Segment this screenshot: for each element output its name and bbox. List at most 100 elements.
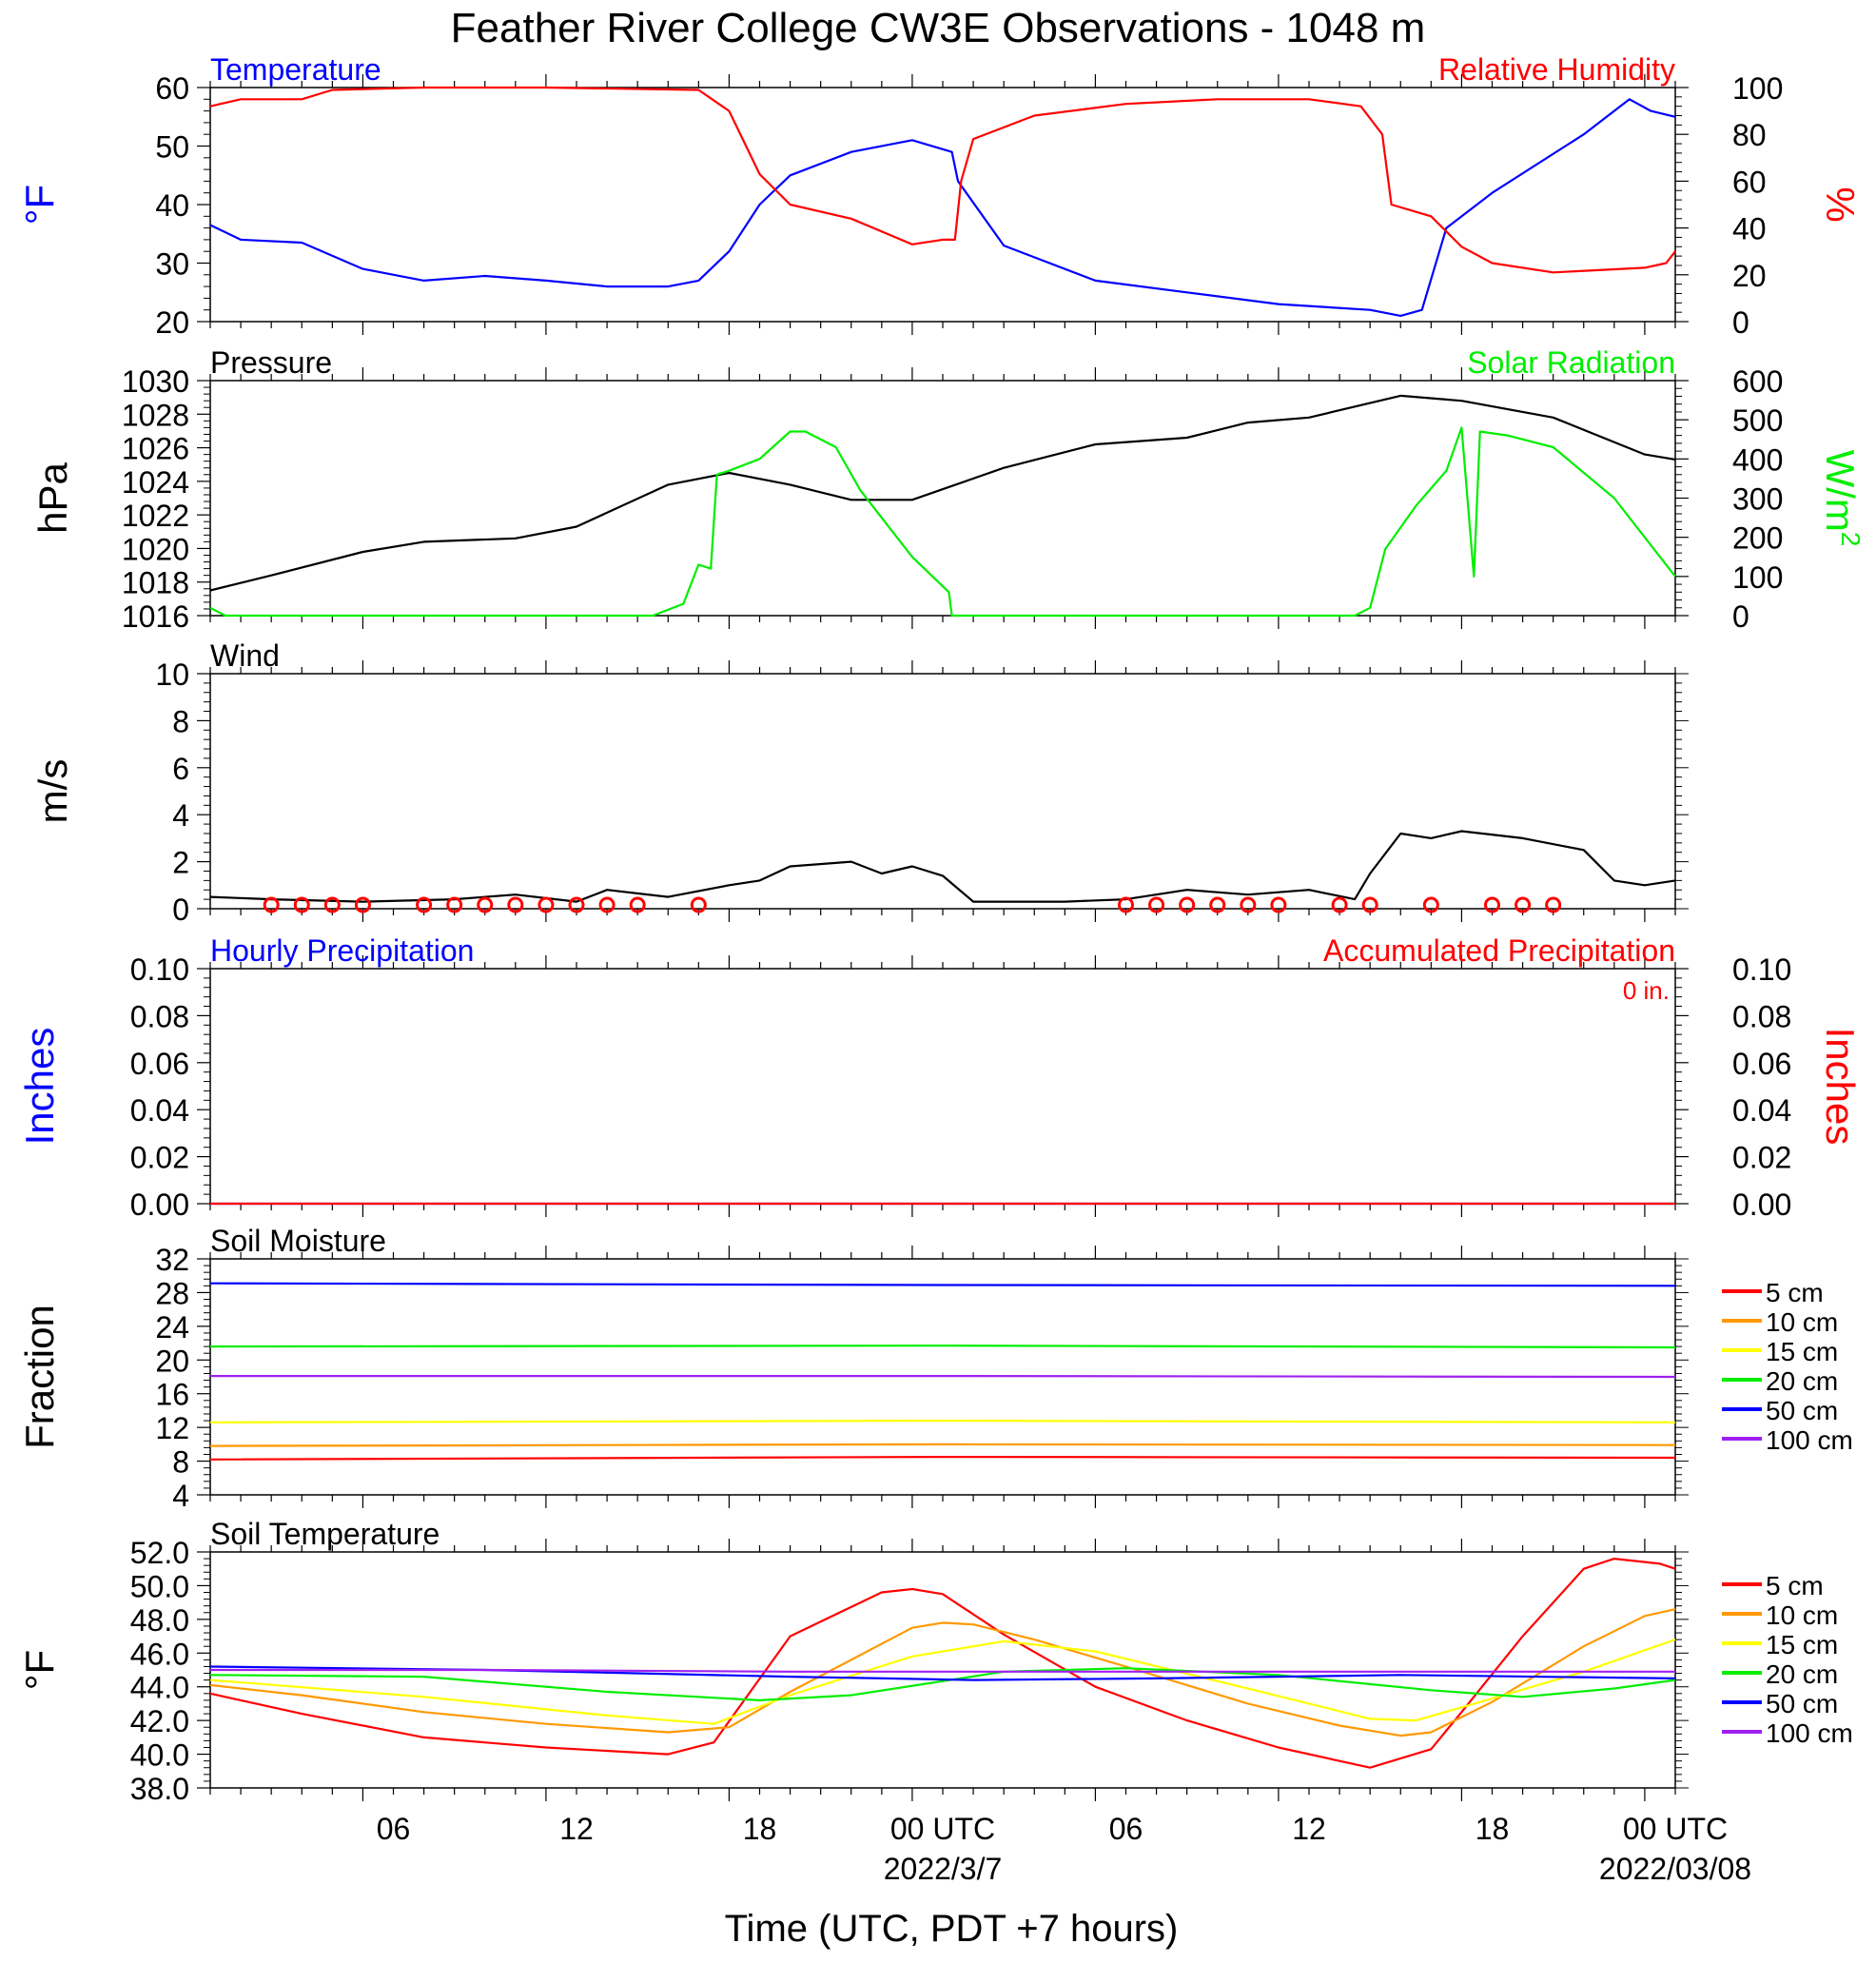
series-line-5-cm <box>209 1557 1676 1769</box>
y-tick-label-left: 4 <box>172 798 189 833</box>
y-tick-label-left: 16 <box>155 1378 189 1412</box>
calm-wind-circle <box>1240 896 1257 913</box>
calm-wind-circle <box>690 896 707 913</box>
date-label: 2022/03/08 <box>1599 1852 1751 1886</box>
legend-label: 100 cm <box>1766 1425 1853 1455</box>
y-tick-label-left: 50.0 <box>130 1569 189 1603</box>
series-line-relative-humidity <box>209 86 1676 274</box>
y-tick-label-right: 400 <box>1732 442 1783 477</box>
calm-wind-circle <box>507 896 524 913</box>
y-tick-label-left: 8 <box>172 1445 189 1480</box>
calm-wind-circle <box>1270 896 1287 913</box>
calm-wind-circle <box>1118 896 1134 913</box>
y-tick-label-left: 0.04 <box>130 1093 189 1128</box>
date-label: 2022/3/7 <box>884 1852 1003 1886</box>
legend-label: 5 cm <box>1766 1278 1824 1307</box>
y-tick-label-right: 0.08 <box>1732 999 1791 1033</box>
series-line-pressure <box>209 394 1676 592</box>
y-tick-label-left: 0.00 <box>130 1188 189 1222</box>
y-tick-label-right: 100 <box>1732 71 1783 106</box>
calm-wind-circle <box>477 896 494 913</box>
y-tick-label-left: 44.0 <box>130 1671 189 1705</box>
panel-frame <box>209 87 1676 323</box>
y-tick-label-right: 100 <box>1732 560 1783 595</box>
y-tick-label-left: 42.0 <box>130 1704 189 1738</box>
y-axis-title-right-superscript: 2 <box>1836 532 1866 547</box>
y-axis-title-right: % <box>1818 186 1863 222</box>
time-tick-label: 00 UTC <box>1623 1812 1728 1846</box>
y-tick-label-right: 0.04 <box>1732 1093 1791 1128</box>
calm-wind-circle <box>1484 896 1500 913</box>
x-axis-label: Time (UTC, PDT +7 hours) <box>725 1908 1179 1950</box>
time-tick-label: 06 <box>377 1812 411 1846</box>
y-tick-label-right: 200 <box>1732 521 1783 556</box>
y-tick-label-left: 46.0 <box>130 1637 189 1671</box>
y-tick-label-right: 60 <box>1732 165 1767 199</box>
series-line-15-cm <box>209 1419 1676 1423</box>
figure-title: Feather River College CW3E Observations … <box>451 5 1426 51</box>
y-axis-title-left: hPa <box>30 461 75 533</box>
y-tick-label-left: 2 <box>172 846 189 880</box>
legend-label: 10 cm <box>1766 1307 1838 1337</box>
panel-1: 20 30 40 50 60 0 20 40 60 80 100 Temperature Relativ… <box>17 52 1863 340</box>
y-tick-label-right: 0.00 <box>1732 1188 1791 1222</box>
y-tick-label-left: 48.0 <box>130 1603 189 1638</box>
calm-wind-circle <box>354 896 371 913</box>
y-tick-label-right: 40 <box>1732 212 1767 246</box>
calm-wind-circle <box>1331 896 1348 913</box>
y-tick-label-left: 1016 <box>122 599 189 634</box>
series-line-50-cm <box>209 1282 1676 1287</box>
y-tick-label-left: 20 <box>155 1344 189 1378</box>
calm-wind-circle <box>1545 896 1562 913</box>
panel-left-title: Wind <box>210 638 280 673</box>
time-tick-label: 18 <box>1475 1812 1510 1846</box>
y-tick-label-left: 1020 <box>122 532 189 566</box>
y-axis-title-left: Fraction <box>17 1305 62 1449</box>
y-tick-label-left: 24 <box>155 1310 189 1345</box>
panel-left-title: Soil Temperature <box>210 1517 440 1551</box>
series-line-10-cm <box>209 1443 1676 1447</box>
y-tick-label-left: 28 <box>155 1276 189 1310</box>
y-tick-label-left: 0.06 <box>130 1047 189 1081</box>
calm-wind-circle <box>1361 896 1378 913</box>
y-tick-label-left: 1022 <box>122 499 189 533</box>
y-tick-label-right: 0.06 <box>1732 1047 1791 1081</box>
y-axis-title-right: Inches <box>1818 1028 1863 1146</box>
panel-left-title: Hourly Precipitation <box>210 933 474 968</box>
y-axis-title-left: °F <box>17 185 62 225</box>
legend-label: 50 cm <box>1766 1396 1838 1425</box>
calm-wind-circle <box>598 896 616 913</box>
y-tick-label-left: 38.0 <box>130 1772 189 1806</box>
y-tick-label-left: 0.02 <box>130 1141 189 1175</box>
y-tick-label-left: 40.0 <box>130 1738 189 1773</box>
y-tick-label-left: 0.08 <box>130 999 189 1033</box>
time-tick-label: 12 <box>1292 1812 1326 1846</box>
accumulated-total-label: 0 in. <box>1623 976 1670 1005</box>
panel-frame <box>209 380 1676 617</box>
series-line-20-cm <box>209 1345 1676 1349</box>
y-tick-label-left: 30 <box>155 247 189 282</box>
time-tick-label: 12 <box>559 1812 594 1846</box>
calm-wind-circle <box>1179 896 1196 913</box>
series-line-solar-radiation <box>209 426 1676 618</box>
y-tick-label-left: 1028 <box>122 398 189 432</box>
legend-label: 15 cm <box>1766 1337 1838 1366</box>
y-tick-label-left: 52.0 <box>130 1536 189 1570</box>
legend-label: 20 cm <box>1766 1366 1838 1396</box>
y-tick-label-left: 1030 <box>122 364 189 399</box>
y-axis-title-left: °F <box>17 1650 62 1690</box>
y-tick-label-left: 0.10 <box>130 952 189 987</box>
panel-frame <box>209 968 1676 1205</box>
calm-wind-circle <box>1514 896 1532 913</box>
panel-4: 0.00 0.02 0.04 0.06 0.08 0.10 0.00 0.02 0.04 0.06… <box>17 933 1863 1222</box>
y-tick-label-right: 80 <box>1732 118 1767 152</box>
panel-6: 38.040.042.044.046.048.050.052.0 Soil Tem… <box>17 1517 1853 1806</box>
calm-wind-circle <box>1422 896 1439 913</box>
y-tick-label-left: 10 <box>155 658 189 692</box>
y-tick-label-left: 40 <box>155 188 189 223</box>
y-tick-label-left: 0 <box>172 893 189 927</box>
